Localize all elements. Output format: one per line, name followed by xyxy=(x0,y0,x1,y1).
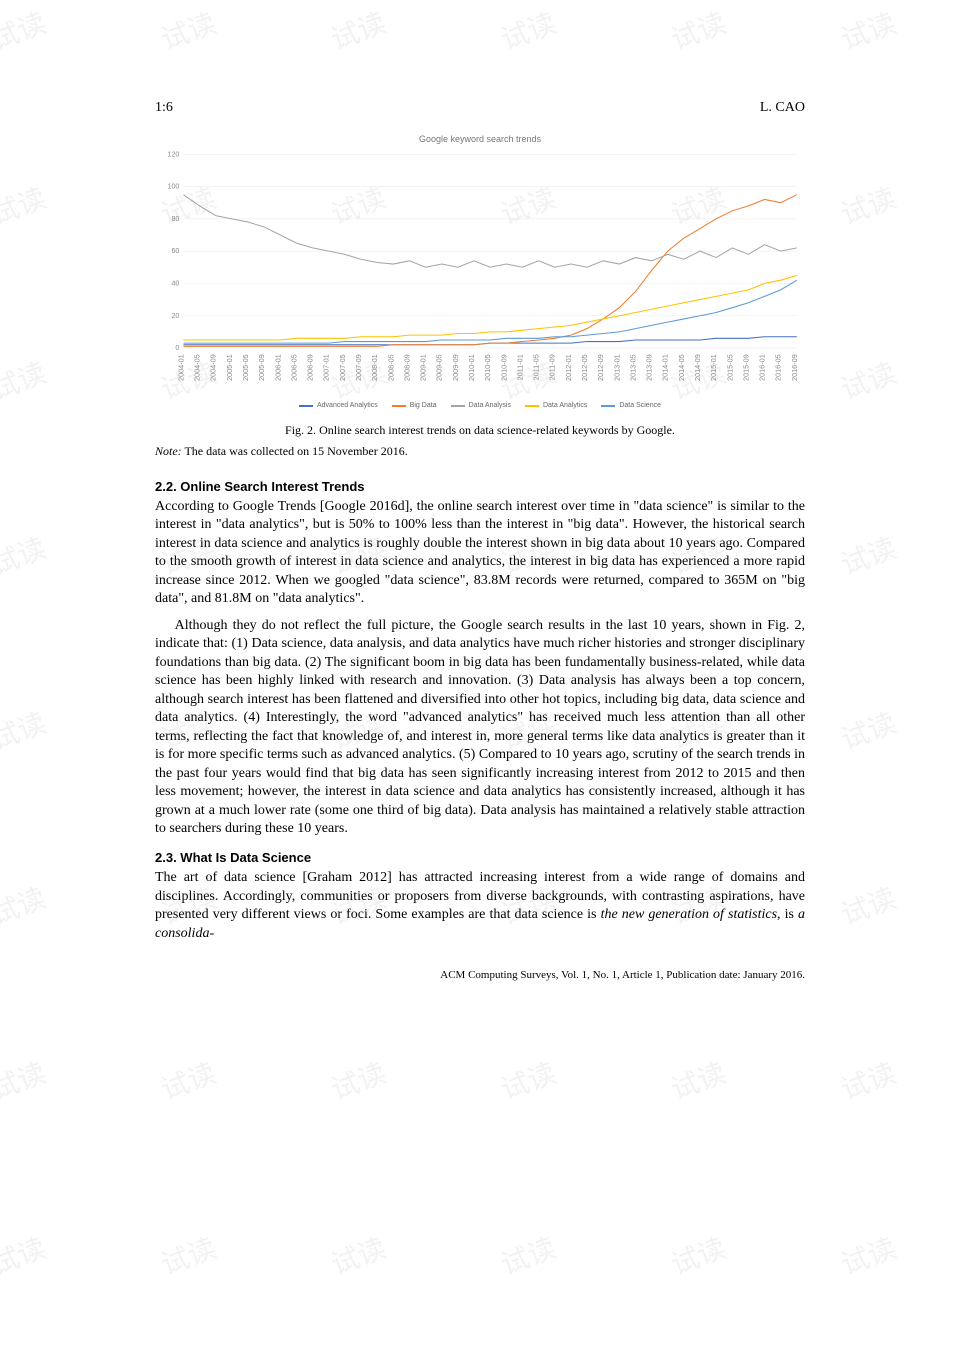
legend-label: Big Data xyxy=(410,402,437,409)
svg-text:2011-05: 2011-05 xyxy=(532,354,541,380)
legend-label: Advanced Analytics xyxy=(317,402,378,409)
svg-text:2011-01: 2011-01 xyxy=(516,354,525,380)
figure-caption-text: Online search interest trends on data sc… xyxy=(319,423,675,437)
svg-text:2012-09: 2012-09 xyxy=(596,354,605,381)
svg-text:2008-05: 2008-05 xyxy=(386,354,395,381)
svg-text:2010-01: 2010-01 xyxy=(467,354,476,381)
legend-item: Advanced Analytics xyxy=(299,402,378,409)
legend-label: Data Analytics xyxy=(543,402,587,409)
chart-title: Google keyword search trends xyxy=(155,134,805,144)
svg-text:0: 0 xyxy=(175,343,179,352)
watermark: 试读 xyxy=(835,1052,901,1109)
figure-label: Fig. 2. xyxy=(285,423,316,437)
page-header: 1:6 L. CAO xyxy=(155,100,805,116)
watermark: 试读 xyxy=(0,1052,51,1109)
svg-text:2004-01: 2004-01 xyxy=(177,354,186,381)
legend-label: Data Science xyxy=(619,402,661,409)
svg-text:2008-01: 2008-01 xyxy=(370,354,379,381)
svg-text:60: 60 xyxy=(171,246,179,255)
svg-text:2012-01: 2012-01 xyxy=(564,354,573,381)
svg-text:2016-09: 2016-09 xyxy=(790,354,799,381)
watermark: 试读 xyxy=(665,1227,731,1284)
svg-text:2014-01: 2014-01 xyxy=(661,354,670,381)
svg-text:2011-09: 2011-09 xyxy=(548,354,557,380)
page-footer: ACM Computing Surveys, Vol. 1, No. 1, Ar… xyxy=(155,969,805,981)
svg-text:2006-05: 2006-05 xyxy=(290,354,299,381)
watermark: 试读 xyxy=(155,1227,221,1284)
note-label: Note: xyxy=(155,444,182,458)
legend-label: Data Analysis xyxy=(469,402,511,409)
watermark: 试读 xyxy=(665,1052,731,1109)
para-text: , is xyxy=(777,907,798,922)
page: 1:6 L. CAO Google keyword search trends … xyxy=(0,0,960,1041)
legend-swatch xyxy=(299,405,313,407)
svg-text:2015-05: 2015-05 xyxy=(725,354,734,381)
svg-text:80: 80 xyxy=(171,214,179,223)
line-chart-svg: 0 20 40 60 80 100 120 2004-01 2004-05 2004-09 2005… xyxy=(155,148,805,398)
trends-chart: Google keyword search trends 0 20 40 60 80 10… xyxy=(155,134,805,409)
svg-text:2004-05: 2004-05 xyxy=(193,354,202,381)
legend-swatch xyxy=(601,405,615,407)
svg-text:2005-01: 2005-01 xyxy=(225,354,234,381)
svg-text:2005-05: 2005-05 xyxy=(241,354,250,381)
svg-text:2015-01: 2015-01 xyxy=(709,354,718,381)
svg-text:2013-09: 2013-09 xyxy=(645,354,654,381)
svg-text:2009-09: 2009-09 xyxy=(451,354,460,381)
svg-text:40: 40 xyxy=(171,278,179,287)
svg-text:2009-01: 2009-01 xyxy=(419,354,428,381)
svg-text:100: 100 xyxy=(168,182,180,191)
legend-swatch xyxy=(525,405,539,407)
watermark: 试读 xyxy=(495,1227,561,1284)
legend-item: Data Science xyxy=(601,402,661,409)
svg-text:2009-05: 2009-05 xyxy=(435,354,444,381)
legend-item: Data Analytics xyxy=(525,402,587,409)
svg-text:2014-09: 2014-09 xyxy=(693,354,702,381)
figure-caption: Fig. 2. Online search interest trends on… xyxy=(155,423,805,438)
svg-text:2012-05: 2012-05 xyxy=(580,354,589,381)
svg-text:2013-01: 2013-01 xyxy=(612,354,621,381)
svg-text:2005-09: 2005-09 xyxy=(257,354,266,381)
svg-text:2007-05: 2007-05 xyxy=(338,354,347,381)
svg-text:2016-01: 2016-01 xyxy=(758,354,767,381)
section-2-3-heading: 2.3. What Is Data Science xyxy=(155,850,805,865)
svg-text:20: 20 xyxy=(171,311,179,320)
svg-text:2016-05: 2016-05 xyxy=(774,354,783,381)
section-2-2-para-2: Although they do not reflect the full pi… xyxy=(155,617,805,839)
svg-text:2010-05: 2010-05 xyxy=(483,354,492,381)
svg-text:2007-09: 2007-09 xyxy=(354,354,363,381)
svg-text:2008-09: 2008-09 xyxy=(403,354,412,381)
svg-text:2014-05: 2014-05 xyxy=(677,354,686,381)
page-number: 1:6 xyxy=(155,100,173,116)
chart-legend: Advanced Analytics Big Data Data Analysis D… xyxy=(155,402,805,409)
svg-text:2013-05: 2013-05 xyxy=(629,354,638,381)
figure-note: Note: The data was collected on 15 Novem… xyxy=(155,444,805,459)
watermark: 试读 xyxy=(0,1227,51,1284)
svg-text:2006-09: 2006-09 xyxy=(306,354,315,381)
svg-text:120: 120 xyxy=(168,149,180,158)
svg-text:2004-09: 2004-09 xyxy=(209,354,218,381)
watermark: 试读 xyxy=(325,1052,391,1109)
section-2-3-para-1: The art of data science [Graham 2012] ha… xyxy=(155,869,805,943)
svg-text:2010-09: 2010-09 xyxy=(499,354,508,381)
watermark: 试读 xyxy=(835,1227,901,1284)
watermark: 试读 xyxy=(325,1227,391,1284)
watermark: 试读 xyxy=(155,1052,221,1109)
svg-text:2006-01: 2006-01 xyxy=(273,354,282,381)
section-2-2-heading: 2.2. Online Search Interest Trends xyxy=(155,479,805,494)
watermark: 试读 xyxy=(495,1052,561,1109)
section-2-2-para-1: According to Google Trends [Google 2016d… xyxy=(155,498,805,609)
legend-swatch xyxy=(451,405,465,407)
svg-text:2007-01: 2007-01 xyxy=(322,354,331,381)
note-text: The data was collected on 15 November 20… xyxy=(184,444,407,458)
para-emphasis: the new generation of statistics xyxy=(601,907,777,922)
legend-item: Big Data xyxy=(392,402,437,409)
svg-text:2015-09: 2015-09 xyxy=(742,354,751,381)
legend-item: Data Analysis xyxy=(451,402,511,409)
author-name: L. CAO xyxy=(760,100,805,116)
legend-swatch xyxy=(392,405,406,407)
